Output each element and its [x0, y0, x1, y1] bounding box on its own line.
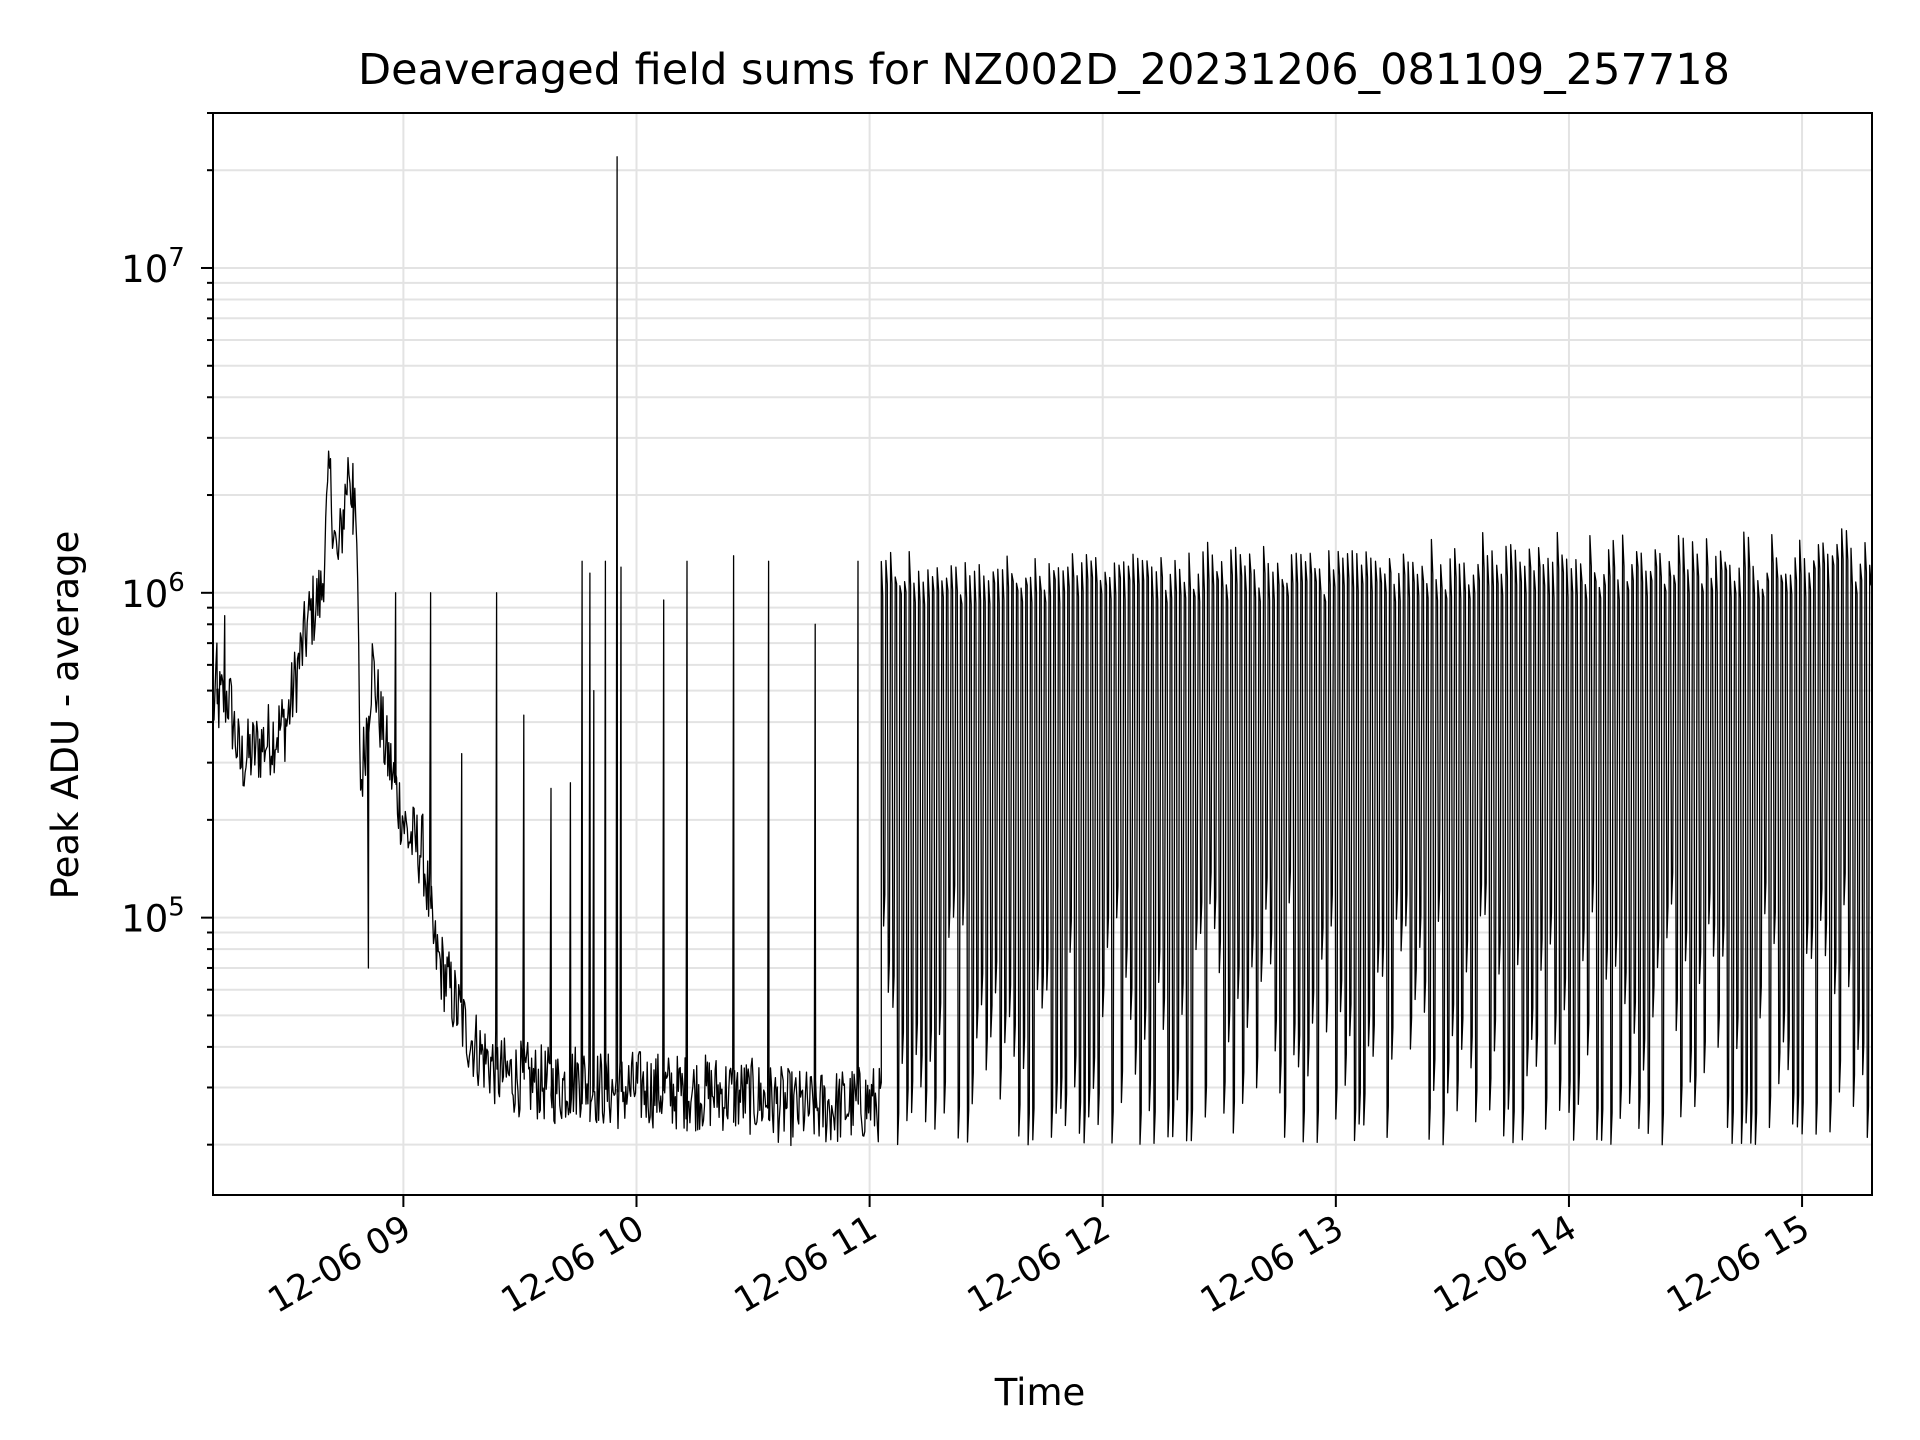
x-axis-label: Time	[994, 1371, 1086, 1414]
chart-title: Deaveraged field sums for NZ002D_2023120…	[358, 45, 1730, 95]
plot-frame	[212, 112, 1873, 1196]
series-line-0	[212, 156, 1872, 1147]
y-tick-label: 105	[121, 893, 185, 941]
y-axis-label: Peak ADU - average	[44, 531, 87, 900]
y-axis-ticks: 105 106 107	[121, 112, 213, 1146]
y-tick-label: 106	[121, 568, 185, 616]
y-tick-label: 107	[121, 243, 185, 291]
series-layer	[212, 156, 1872, 1147]
